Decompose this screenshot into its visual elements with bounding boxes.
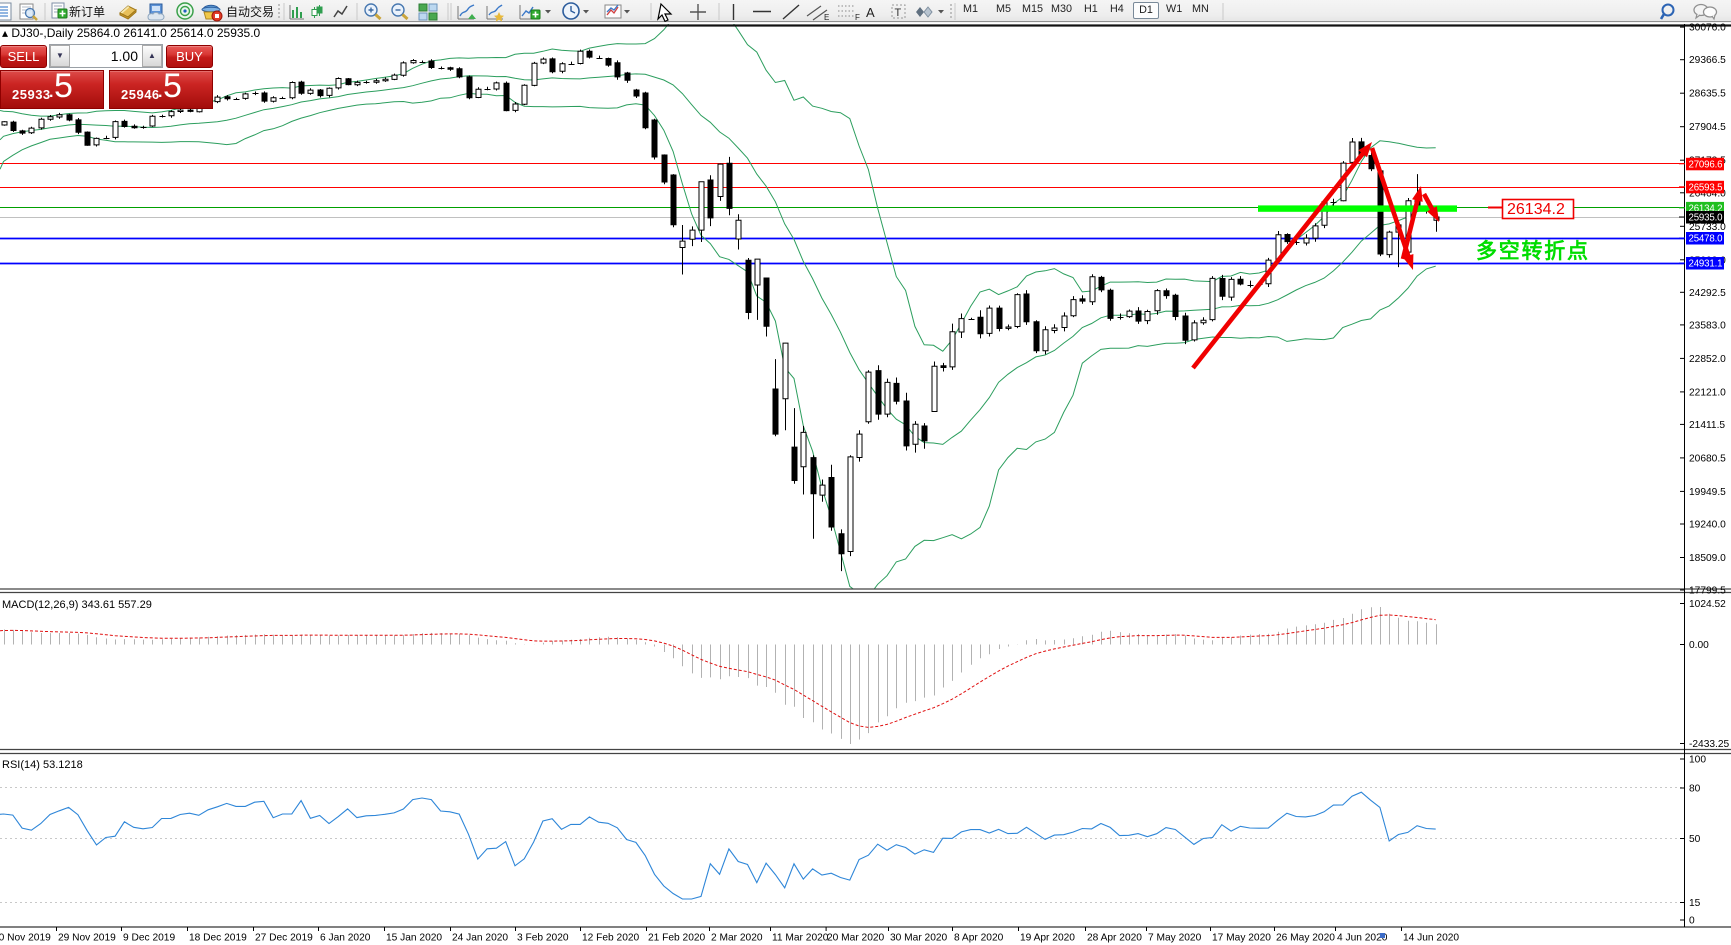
svg-text:17 May 2020: 17 May 2020	[1212, 933, 1271, 944]
svg-text:19 Apr 2020: 19 Apr 2020	[1020, 933, 1075, 944]
svg-text:18509.0: 18509.0	[1689, 553, 1726, 564]
svg-text:12 Feb 2020: 12 Feb 2020	[582, 933, 640, 944]
svg-text:A: A	[866, 5, 875, 20]
svg-text:0: 0	[1689, 916, 1695, 927]
svg-text:14 Jun 2020: 14 Jun 2020	[1403, 933, 1459, 944]
svg-text:T: T	[895, 7, 902, 19]
svg-text:26464.0: 26464.0	[1689, 188, 1726, 199]
svg-text:27904.5: 27904.5	[1689, 122, 1726, 133]
svg-text:3 Feb 2020: 3 Feb 2020	[517, 933, 569, 944]
svg-text:30 Mar 2020: 30 Mar 2020	[890, 933, 948, 944]
svg-text:15 Jan 2020: 15 Jan 2020	[386, 933, 442, 944]
svg-text:22121.0: 22121.0	[1689, 387, 1726, 398]
svg-text:20680.5: 20680.5	[1689, 453, 1726, 464]
svg-text:21411.5: 21411.5	[1689, 420, 1725, 431]
svg-text:4 Jun 2020: 4 Jun 2020	[1337, 933, 1388, 944]
svg-text:E: E	[824, 13, 829, 22]
svg-text:30076.0: 30076.0	[1689, 23, 1726, 34]
svg-text:21 Feb 2020: 21 Feb 2020	[648, 933, 706, 944]
svg-text:-2433.25: -2433.25	[1689, 739, 1730, 750]
svg-text:9 Dec 2019: 9 Dec 2019	[123, 933, 175, 944]
svg-text:11 Mar 2020: 11 Mar 2020	[772, 933, 829, 944]
svg-text:18 Dec 2019: 18 Dec 2019	[189, 933, 247, 944]
svg-text:80: 80	[1689, 784, 1701, 795]
svg-text:2 Mar 2020: 2 Mar 2020	[711, 933, 763, 944]
svg-text:26134.2: 26134.2	[1689, 204, 1723, 215]
svg-text:15: 15	[1689, 898, 1701, 909]
svg-text:多空转折点: 多空转折点	[1476, 239, 1588, 263]
svg-text:MACD(12,26,9) 343.61 557.29: MACD(12,26,9) 343.61 557.29	[2, 599, 152, 611]
svg-text:6 Jan 2020: 6 Jan 2020	[320, 933, 371, 944]
svg-text:29366.5: 29366.5	[1689, 55, 1726, 66]
svg-text:1024.52: 1024.52	[1689, 599, 1726, 610]
svg-text:20 Mar 2020: 20 Mar 2020	[827, 933, 885, 944]
svg-text:100: 100	[1689, 755, 1706, 766]
svg-text:27 Dec 2019: 27 Dec 2019	[255, 933, 313, 944]
svg-text:24931.1: 24931.1	[1689, 259, 1723, 270]
svg-text:25478.0: 25478.0	[1689, 234, 1724, 245]
svg-text:25935.0: 25935.0	[1689, 213, 1724, 224]
svg-text:17799.5: 17799.5	[1689, 586, 1726, 597]
svg-text:28635.5: 28635.5	[1689, 89, 1726, 100]
svg-text:26593.5: 26593.5	[1689, 182, 1723, 193]
svg-text:▴ DJ30-,Daily 25864.0 26141.0: ▴ DJ30-,Daily 25864.0 26141.0 25614.0 25…	[2, 26, 261, 40]
svg-text:20 Nov 2019: 20 Nov 2019	[0, 933, 51, 944]
svg-text:7 May 2020: 7 May 2020	[1148, 933, 1202, 944]
svg-text:8 Apr 2020: 8 Apr 2020	[954, 933, 1004, 944]
svg-text:19949.5: 19949.5	[1689, 487, 1726, 498]
svg-text:22852.0: 22852.0	[1689, 354, 1726, 365]
svg-text:25733.0: 25733.0	[1689, 222, 1726, 233]
svg-text:24 Jan 2020: 24 Jan 2020	[452, 933, 508, 944]
svg-text:29 Nov 2019: 29 Nov 2019	[58, 933, 116, 944]
svg-text:23583.0: 23583.0	[1689, 320, 1726, 331]
svg-text:27096.6: 27096.6	[1689, 159, 1723, 170]
svg-text:28 Apr 2020: 28 Apr 2020	[1087, 933, 1142, 944]
svg-text:26 May 2020: 26 May 2020	[1276, 933, 1335, 944]
svg-text:F: F	[855, 13, 860, 22]
svg-text:19240.0: 19240.0	[1689, 520, 1726, 531]
svg-text:24292.5: 24292.5	[1689, 288, 1726, 299]
svg-text:26134.2: 26134.2	[1507, 201, 1565, 218]
svg-text:50: 50	[1689, 834, 1701, 845]
svg-text:0.00: 0.00	[1689, 640, 1709, 651]
svg-text:RSI(14) 53.1218: RSI(14) 53.1218	[2, 759, 83, 771]
